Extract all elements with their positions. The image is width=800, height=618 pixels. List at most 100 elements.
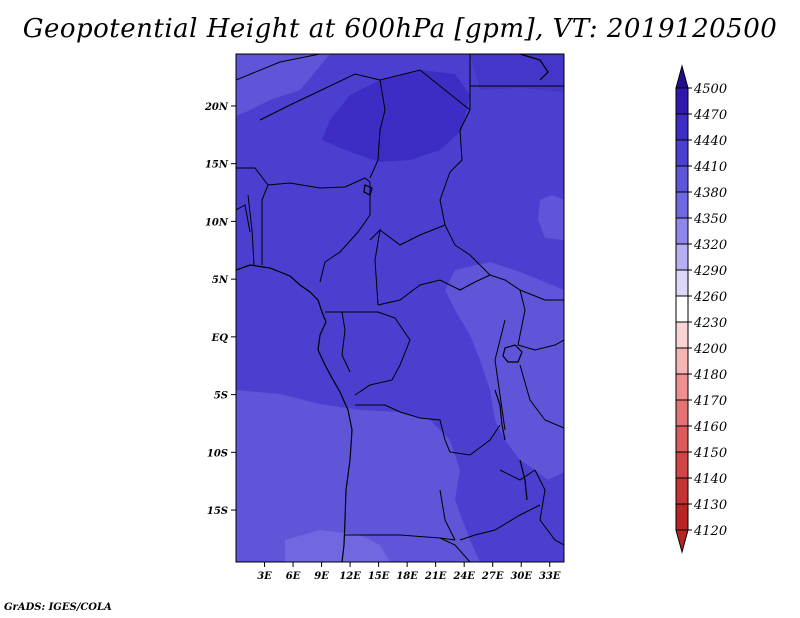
x-tick-label: 3E — [257, 571, 272, 582]
field-4380-nw — [236, 54, 330, 116]
credit-label: GrADS: IGES/COLA — [4, 602, 112, 613]
border-ghana — [236, 204, 251, 233]
x-tick-label: 33E — [539, 571, 561, 582]
border-uganda-kenya — [517, 289, 564, 351]
border-nigeria-benin — [261, 184, 269, 265]
y-tick-label: 5S — [214, 391, 228, 402]
colorbar-label: 4140 — [693, 472, 727, 487]
x-tick-label: 15E — [368, 571, 390, 582]
y-tick-label: 15N — [205, 160, 229, 171]
coast-layer — [236, 54, 549, 562]
field-4350-sw — [285, 530, 390, 562]
border-car-sudan — [454, 244, 491, 276]
colorbar-label: 4260 — [693, 290, 727, 305]
lake-tanganyika — [494, 389, 506, 441]
border-angola-namibia — [345, 534, 456, 541]
border-algeria-niger — [259, 73, 381, 121]
colorbar-label: 4120 — [693, 524, 727, 539]
y-tick-label: EQ — [211, 333, 229, 344]
x-tick-label: 6E — [286, 571, 301, 582]
colorbar-segment — [675, 165, 689, 193]
colorbar-segment — [675, 503, 689, 531]
border-niger-libya — [369, 79, 386, 179]
border-mali-niger — [236, 167, 269, 186]
colorbar-segment — [675, 373, 689, 401]
border-gabon-congo — [341, 311, 351, 373]
border-drc-angola — [355, 404, 451, 453]
field-4380-central — [445, 262, 564, 480]
border-car-drc — [377, 274, 491, 306]
x-tick-label: 9E — [314, 571, 329, 582]
colorbar-segment — [675, 425, 689, 453]
colorbar-segment — [675, 217, 689, 245]
field-4440-sahara — [322, 70, 470, 162]
border-angola-zambia — [439, 489, 456, 541]
x-tick-label: 21E — [424, 571, 447, 582]
border-drc-east — [494, 319, 506, 431]
colorbar-label: 4440 — [693, 134, 727, 149]
colorbar-label: 4470 — [693, 108, 727, 123]
axes: 3E 6E 9E 12E 15E 18E 21E 24E 27E 30E 33E 20N 15N 10N 5… — [204, 102, 561, 582]
colorbar-label: 4160 — [693, 420, 727, 435]
colorbar-label: 4410 — [693, 160, 727, 175]
x-tick-label: 18E — [396, 571, 418, 582]
colorbar-segment — [675, 399, 689, 427]
colorbar-label: 4350 — [693, 212, 727, 227]
colorbar-top-arrow — [675, 64, 689, 89]
y-tick-label: 20N — [204, 102, 229, 113]
colorbar-segment — [675, 269, 689, 297]
y-tick-label: 5N — [212, 275, 229, 286]
colorbar-label: 4230 — [693, 316, 727, 331]
colorbar-label: 4290 — [693, 264, 727, 279]
colorbar: 4500 4470 4440 4410 4380 4350 4320 4290 4260 4230… — [675, 64, 727, 554]
border-libya-chad — [379, 69, 471, 111]
x-tick-label: 30E — [510, 571, 532, 582]
y-tick-label: 10S — [207, 448, 228, 459]
border-drc-zambia — [449, 424, 501, 456]
red-sea — [519, 54, 549, 81]
border-zambia-zimbabwe — [459, 504, 541, 541]
field-4440-ne — [470, 54, 564, 92]
borders-layer — [236, 54, 564, 562]
colorbar-label: 4320 — [693, 238, 727, 253]
y-tick-label: 10N — [205, 217, 229, 228]
colorbar-label: 4380 — [693, 186, 727, 201]
x-tick-label: 27E — [481, 571, 504, 582]
border-chad-car — [379, 224, 446, 246]
colorbar-segment — [675, 477, 689, 505]
border-tanzania — [519, 364, 564, 429]
colorbar-bottom-arrow — [675, 529, 689, 554]
border-botswana — [439, 537, 471, 562]
west-africa-coast — [236, 264, 353, 562]
field-4380-south — [236, 390, 480, 562]
colorbar-label: 4170 — [693, 394, 727, 409]
border-algeria-east — [236, 54, 321, 81]
colorbar-segment — [675, 191, 689, 219]
border-zambia-malawi — [499, 469, 536, 481]
page-title: Geopotential Height at 600hPa [gpm], VT:… — [22, 14, 778, 44]
colorbar-segment — [675, 87, 689, 115]
colorbar-label: 4150 — [693, 446, 727, 461]
border-nigeria-cameroon — [319, 182, 371, 283]
colorbar-label: 4130 — [693, 498, 727, 513]
lake-malawi — [519, 459, 528, 501]
colorbar-segment — [675, 139, 689, 167]
colorbar-segment — [675, 243, 689, 271]
plot-frame — [235, 53, 565, 563]
colorbar-segment — [675, 295, 689, 323]
lake-chad — [363, 184, 373, 196]
border-niger-nigeria — [267, 177, 371, 189]
colorbar-segment — [675, 113, 689, 141]
colorbar-label: 4500 — [693, 82, 727, 97]
border-congo-drc — [354, 311, 411, 396]
colorbar-segment — [675, 451, 689, 479]
border-benin-togo — [247, 194, 255, 266]
y-tick-label: 15S — [207, 506, 228, 517]
x-tick-label: 12E — [339, 571, 361, 582]
colorbar-segment — [675, 321, 689, 349]
colorbar-segment — [675, 347, 689, 375]
field-4410-se — [460, 465, 564, 562]
colorbar-label: 4200 — [693, 342, 727, 357]
border-cameroon-car — [369, 228, 381, 306]
